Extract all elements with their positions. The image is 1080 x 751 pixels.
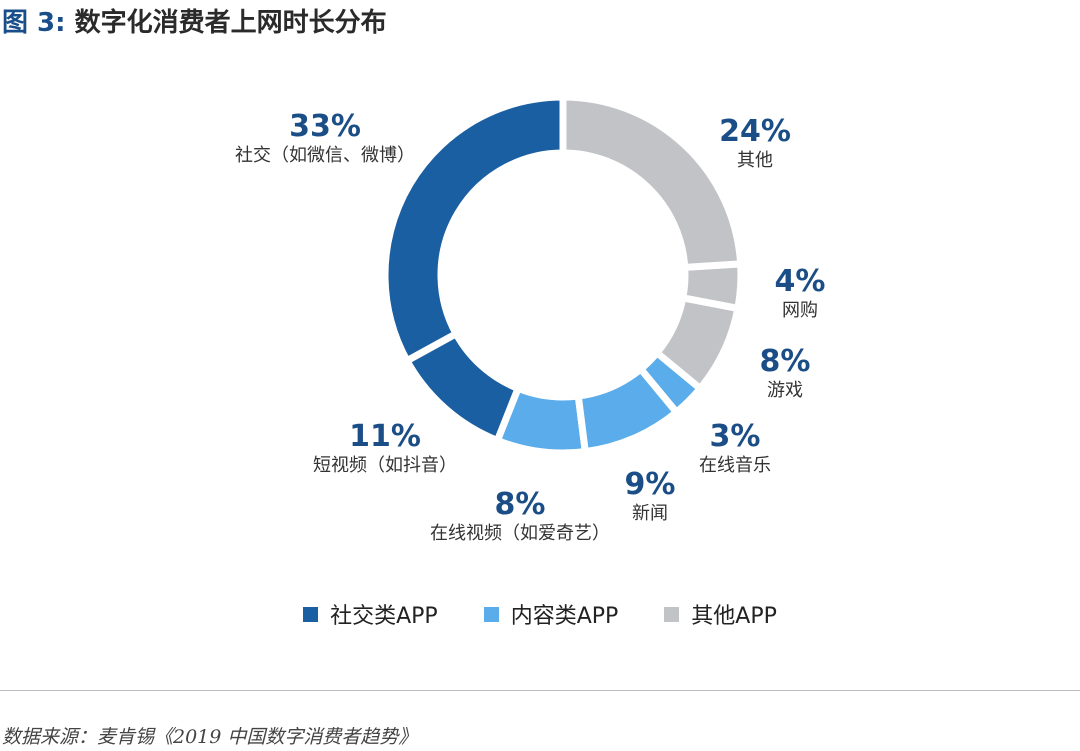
donut-slice-6	[678, 260, 745, 313]
pct-other: 24%	[719, 114, 791, 149]
legend-item-social: 社交类APP	[303, 598, 438, 630]
legend: 社交类APP 内容类APP 其他APP	[0, 598, 1080, 630]
legend-item-content: 内容类APP	[483, 598, 619, 630]
legend-swatch-content	[483, 606, 499, 622]
source-note: 数据来源：麦肯锡《2019 中国数字消费者趋势》	[2, 726, 418, 748]
name-other: 其他	[737, 150, 773, 171]
label-social: 33% 社交（如微信、微博）	[210, 110, 440, 168]
label-other: 24% 其他	[710, 115, 800, 173]
donut-slice-7	[559, 93, 745, 272]
donut-slice-2	[492, 383, 590, 457]
pct-news: 9%	[624, 467, 676, 502]
title-text: 数字化消费者上网时长分布	[74, 8, 387, 38]
label-shopping: 4% 网购	[760, 265, 840, 323]
label-news: 9% 新闻	[605, 468, 695, 526]
donut-chart	[381, 93, 745, 457]
pct-short-video: 11%	[349, 419, 421, 454]
label-music: 3% 在线音乐	[680, 420, 790, 478]
legend-label-social: 社交类APP	[330, 604, 438, 629]
name-game: 游戏	[767, 380, 803, 401]
name-short-video: 短视频（如抖音）	[313, 455, 457, 476]
pct-shopping: 4%	[774, 264, 826, 299]
figure-number: 图 3:	[2, 8, 66, 38]
pct-online-video: 8%	[494, 487, 546, 522]
name-news: 新闻	[632, 503, 668, 524]
legend-label-content: 内容类APP	[510, 604, 619, 629]
label-short-video: 11% 短视频（如抖音）	[285, 420, 485, 478]
label-game: 8% 游戏	[745, 345, 825, 403]
chart-title: 图 3: 数字化消费者上网时长分布	[2, 2, 387, 39]
legend-label-other: 其他APP	[691, 604, 777, 629]
legend-swatch-social	[303, 606, 319, 622]
donut-slice-0	[381, 93, 567, 366]
legend-swatch-other	[664, 606, 680, 622]
pct-game: 8%	[759, 344, 811, 379]
pct-social: 33%	[289, 109, 361, 144]
legend-item-other: 其他APP	[664, 598, 777, 630]
label-online-video: 8% 在线视频（如爱奇艺）	[405, 488, 635, 546]
name-social: 社交（如微信、微博）	[235, 145, 415, 166]
divider	[0, 690, 1080, 691]
name-music: 在线音乐	[699, 455, 771, 476]
name-shopping: 网购	[782, 300, 818, 321]
name-online-video: 在线视频（如爱奇艺）	[430, 523, 610, 544]
pct-music: 3%	[709, 419, 761, 454]
